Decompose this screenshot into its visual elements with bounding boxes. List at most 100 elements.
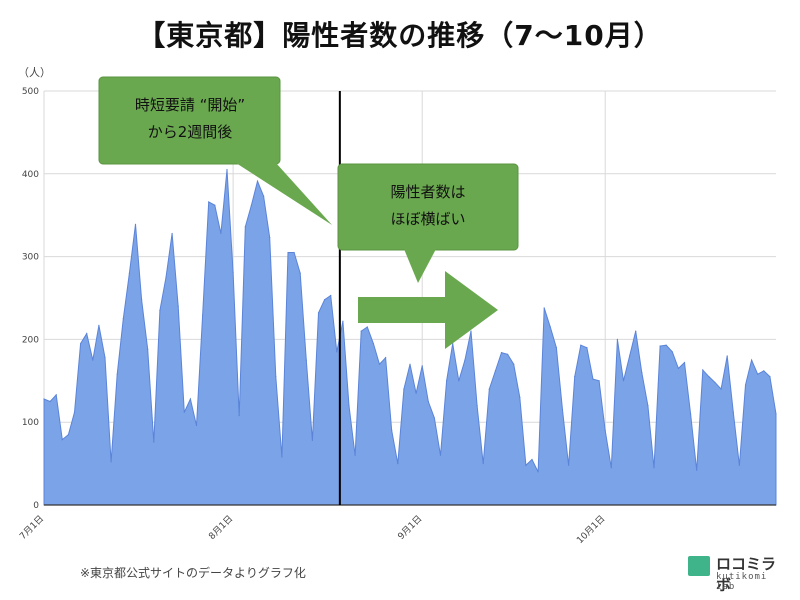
data-point: [195, 424, 198, 427]
data-point: [202, 314, 204, 316]
chart-area-layer: [43, 169, 777, 506]
data-point: [507, 353, 509, 355]
x-tick-label: 10月1日: [575, 513, 608, 546]
data-point: [372, 342, 374, 345]
data-point: [67, 434, 69, 436]
data-point: [134, 223, 137, 225]
data-point: [171, 232, 173, 235]
data-point: [616, 338, 619, 340]
callout-2-line1: 陽性者数は: [390, 183, 465, 201]
data-point: [281, 456, 283, 458]
data-point: [775, 413, 777, 415]
data-point: [574, 376, 576, 378]
data-point: [458, 380, 460, 382]
data-point: [738, 464, 741, 466]
series-area: [43, 169, 777, 506]
y-tick-label: 500: [22, 87, 39, 97]
data-point: [366, 326, 368, 328]
brand-logo: ロコミラボ kutikomi lab: [688, 553, 788, 594]
data-point: [744, 384, 747, 386]
data-point: [250, 204, 252, 206]
data-point: [714, 381, 716, 384]
data-point: [604, 429, 606, 432]
y-tick-label: 200: [22, 335, 39, 345]
data-point: [531, 458, 533, 461]
brand-logo-sub: kutikomi lab: [716, 572, 768, 592]
data-point: [391, 429, 393, 432]
data-point: [543, 307, 545, 309]
data-point: [446, 380, 448, 382]
source-footnote: ※東京都公式サイトのデータよりグラフ化: [80, 566, 306, 580]
data-point: [561, 409, 564, 411]
x-tick-label: 7月1日: [18, 513, 47, 542]
data-point: [165, 276, 167, 278]
data-point: [232, 271, 234, 273]
data-point: [519, 396, 521, 398]
data-point: [421, 365, 423, 367]
data-point: [641, 371, 643, 374]
data-point: [348, 405, 350, 407]
data-point: [720, 388, 722, 390]
data-point: [293, 251, 295, 254]
data-point: [317, 312, 320, 314]
data-point: [702, 369, 704, 371]
data-point: [269, 236, 271, 239]
data-point: [555, 347, 558, 349]
data-point: [55, 394, 57, 396]
data-point: [513, 363, 515, 365]
data-point: [494, 370, 496, 372]
data-point: [622, 380, 625, 382]
callout-1-box: [98, 76, 281, 165]
data-point: [726, 355, 728, 357]
data-point: [336, 351, 338, 353]
brand-logo-icon: [688, 556, 710, 576]
data-point: [488, 388, 490, 390]
data-point: [324, 299, 326, 301]
data-point: [476, 405, 478, 407]
data-point: [751, 359, 753, 361]
data-point: [43, 398, 45, 400]
data-point: [256, 180, 259, 182]
callout-2-tail: [404, 249, 436, 283]
y-tick-label: 400: [22, 170, 39, 180]
data-point: [244, 226, 246, 228]
data-point: [482, 463, 484, 465]
data-point: [378, 363, 381, 365]
data-point: [580, 344, 582, 346]
data-point: [214, 204, 216, 206]
brand-logo-name: ロコミラボ: [716, 555, 777, 594]
data-point: [592, 378, 594, 380]
data-point: [98, 324, 100, 326]
data-point: [92, 359, 94, 361]
data-point: [464, 359, 466, 361]
data-point: [647, 405, 649, 407]
data-point: [427, 400, 429, 403]
callout-1-line2: から2週間後: [148, 123, 233, 141]
data-point: [141, 299, 143, 301]
data-point: [287, 251, 289, 254]
data-point: [696, 469, 698, 471]
data-point: [299, 272, 301, 274]
data-point: [690, 413, 692, 415]
data-point: [116, 373, 118, 375]
callout-2: 陽性者数は ほぼ横ばい: [337, 163, 519, 283]
callout-1: 時短要請 “開始” から2週間後: [98, 76, 332, 225]
data-point: [500, 352, 503, 354]
data-point: [147, 348, 149, 350]
data-point: [732, 411, 734, 413]
data-point: [525, 464, 527, 466]
trend-arrow: [358, 271, 498, 349]
data-point: [330, 294, 332, 297]
data-point: [635, 330, 637, 332]
data-point: [110, 461, 112, 463]
data-point: [311, 439, 313, 442]
data-point: [610, 467, 612, 469]
data-point: [763, 370, 765, 372]
data-point: [189, 398, 191, 400]
data-point: [263, 195, 265, 197]
data-point: [183, 411, 185, 413]
data-point: [671, 351, 673, 353]
data-point: [549, 326, 551, 328]
data-point: [757, 373, 759, 375]
